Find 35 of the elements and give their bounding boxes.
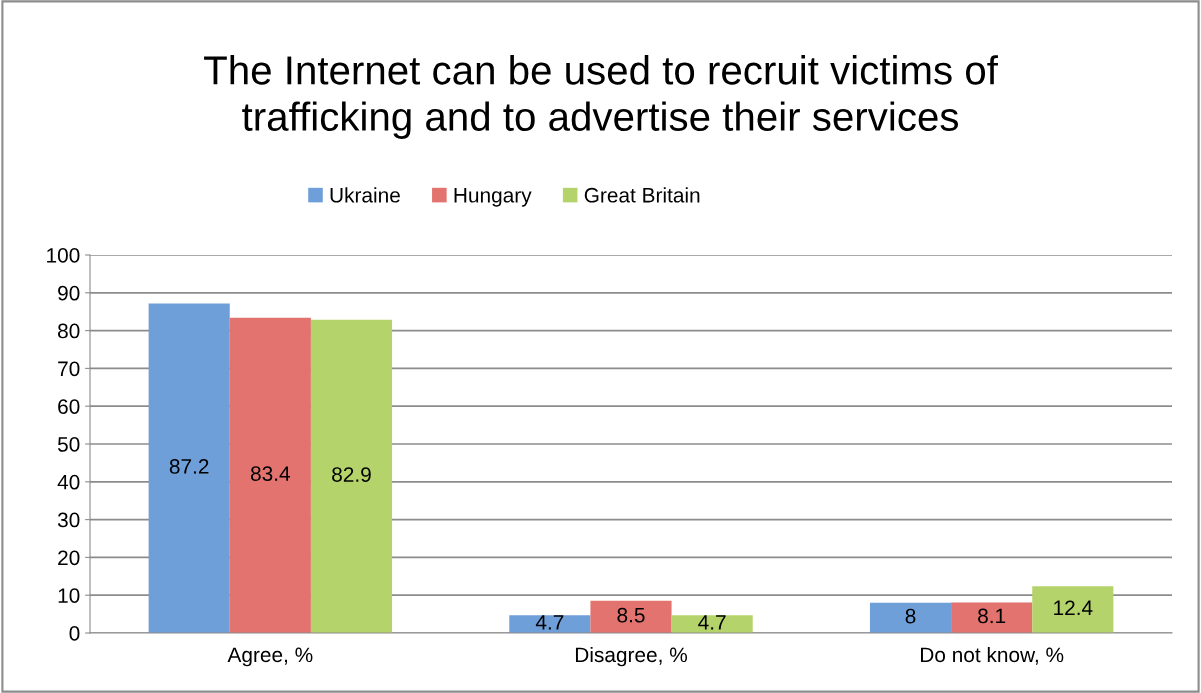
legend-label: Ukraine bbox=[330, 187, 400, 203]
y-tick-label: 60 bbox=[58, 399, 80, 414]
bar bbox=[310, 319, 393, 633]
y-tick-label: 50 bbox=[57, 437, 80, 452]
y-tick-label: 90 bbox=[58, 285, 80, 301]
y-tick-label: 20 bbox=[58, 550, 80, 566]
legend-label: Great Britain bbox=[584, 187, 700, 203]
y-tick-label: 30 bbox=[57, 512, 80, 528]
data-label: 8.5 bbox=[617, 607, 645, 623]
data-label: 4.7 bbox=[535, 615, 564, 630]
y-tick-label: 80 bbox=[58, 323, 80, 339]
y-tick-label: 70 bbox=[58, 361, 80, 377]
x-tick-label: Agree, % bbox=[227, 647, 313, 667]
data-label: 12.4 bbox=[1054, 600, 1093, 615]
data-label: 82.9 bbox=[332, 467, 371, 482]
y-tick-label: 10 bbox=[58, 588, 80, 603]
bar bbox=[509, 615, 591, 633]
x-tick-label: Do not know, % bbox=[921, 646, 1064, 665]
bar bbox=[590, 600, 672, 633]
bar bbox=[148, 303, 230, 633]
bar bbox=[869, 602, 952, 633]
y-tick-label: 40 bbox=[57, 474, 80, 490]
bar bbox=[229, 317, 311, 633]
data-label: 8.1 bbox=[978, 608, 1006, 624]
y-tick-label: 0 bbox=[69, 626, 80, 641]
bar bbox=[951, 602, 1033, 633]
legend-label: Hungary bbox=[454, 188, 532, 207]
data-label: 83.4 bbox=[250, 466, 290, 481]
data-label: 87.2 bbox=[169, 459, 209, 474]
bar bbox=[1032, 586, 1114, 633]
x-tick-label: Disagree, % bbox=[575, 646, 687, 667]
y-tick-label: 100 bbox=[47, 248, 80, 263]
data-label: 8 bbox=[905, 608, 916, 624]
data-label: 4.7 bbox=[698, 615, 726, 630]
chart-title: The Internet can be used to recruit victims of trafficking and to advertise their services bbox=[204, 55, 998, 139]
